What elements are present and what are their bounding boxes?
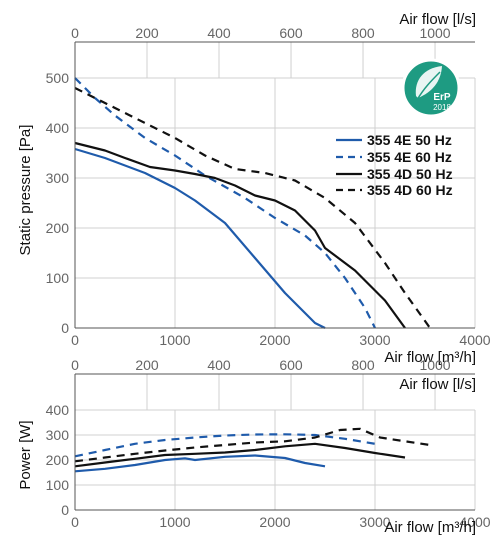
power-x-axis-title: Air flow [m³/h] (384, 519, 476, 536)
power-x2-tick-400: 400 (207, 357, 231, 373)
power-line-355-4e-50-hz (74, 454, 326, 473)
pressure-line-355-4d-60-hz (74, 87, 431, 329)
power-x2-tick-200: 200 (135, 357, 159, 373)
pressure-line-355-4e-60-hz (74, 77, 376, 329)
legend-label-355-4e-50hz: 355 4E 50 Hz (367, 132, 452, 148)
static-pressure-chart: 0 1000 2000 3000 4000 0 100 200 300 400 500 0 200 400… (17, 11, 491, 366)
legend-label-355-4d-60hz: 355 4D 60 Hz (367, 182, 453, 198)
pressure-x-axis-title: Air flow [m³/h] (384, 349, 476, 366)
pressure-line-355-4d-50-hz (74, 141, 406, 329)
power-x-tick-2000: 2000 (259, 514, 290, 530)
pressure-x2-axis-title: Air flow [l/s] (399, 11, 476, 28)
pressure-x-tick-2000: 2000 (259, 332, 290, 348)
power-x2-tick-600: 600 (279, 357, 303, 373)
power-y-tick-200: 200 (46, 452, 70, 468)
power-y-axis-title: Power [W] (17, 420, 34, 489)
power-line-355-4d-60-hz (74, 427, 431, 463)
pressure-y-axis-title: Static pressure [Pa] (17, 125, 34, 256)
pressure-tick-labels: 0 1000 2000 3000 4000 0 100 200 300 400 500 0 200 400… (46, 25, 491, 348)
legend-label-355-4d-50hz: 355 4D 50 Hz (367, 166, 453, 182)
legend-label-355-4e-60hz: 355 4E 60 Hz (367, 149, 452, 165)
pressure-x2-tick-600: 600 (279, 25, 303, 41)
pressure-y-tick-300: 300 (46, 170, 70, 186)
logo-stem (416, 71, 441, 101)
power-x2-axis-title: Air flow [l/s] (399, 376, 476, 393)
power-axes (74, 373, 475, 511)
pressure-line-355-4e-50-hz (74, 147, 326, 329)
pressure-y-tick-200: 200 (46, 220, 70, 236)
pressure-x-tick-3000: 3000 (359, 332, 390, 348)
logo-text: ErP (433, 92, 451, 103)
pressure-series (74, 77, 431, 329)
power-x-tick-3000: 3000 (359, 514, 390, 530)
pressure-y-tick-400: 400 (46, 120, 70, 136)
pressure-x2-tick-1000: 1000 (419, 25, 450, 41)
power-x-tick-4000: 4000 (459, 514, 490, 530)
power-x-tick-1000: 1000 (159, 514, 190, 530)
pressure-x2-tick-800: 800 (351, 25, 375, 41)
power-x2-tick-800: 800 (351, 357, 375, 373)
power-y-tick-100: 100 (46, 477, 70, 493)
pressure-axes (74, 41, 475, 329)
power-y-tick-0: 0 (61, 502, 69, 518)
power-x-tick-0: 0 (71, 514, 79, 530)
pressure-x2-tick-400: 400 (207, 25, 231, 41)
pressure-x-tick-4000: 4000 (459, 332, 490, 348)
pressure-y-tick-500: 500 (46, 70, 70, 86)
power-x2-tick-0: 0 (71, 357, 79, 373)
pressure-x-tick-0: 0 (71, 332, 79, 348)
pressure-x2-tick-0: 0 (71, 25, 79, 41)
power-y-tick-300: 300 (46, 427, 70, 443)
erp-2018-leaf-icon: ErP 2018 (401, 58, 461, 118)
logo-leaf (415, 66, 442, 98)
pressure-y-tick-100: 100 (46, 270, 70, 286)
pressure-y-tick-0: 0 (61, 320, 69, 336)
power-line-355-4d-50-hz (74, 442, 406, 468)
power-y-tick-400: 400 (46, 402, 70, 418)
power-series (74, 427, 431, 473)
power-x2-tick-1000: 1000 (419, 357, 450, 373)
legend: 355 4E 50 Hz 355 4E 60 Hz 355 4D 50 Hz 3… (336, 132, 453, 198)
pressure-x2-tick-200: 200 (135, 25, 159, 41)
logo-year: 2018 (433, 103, 451, 112)
pressure-x-tick-1000: 1000 (159, 332, 190, 348)
